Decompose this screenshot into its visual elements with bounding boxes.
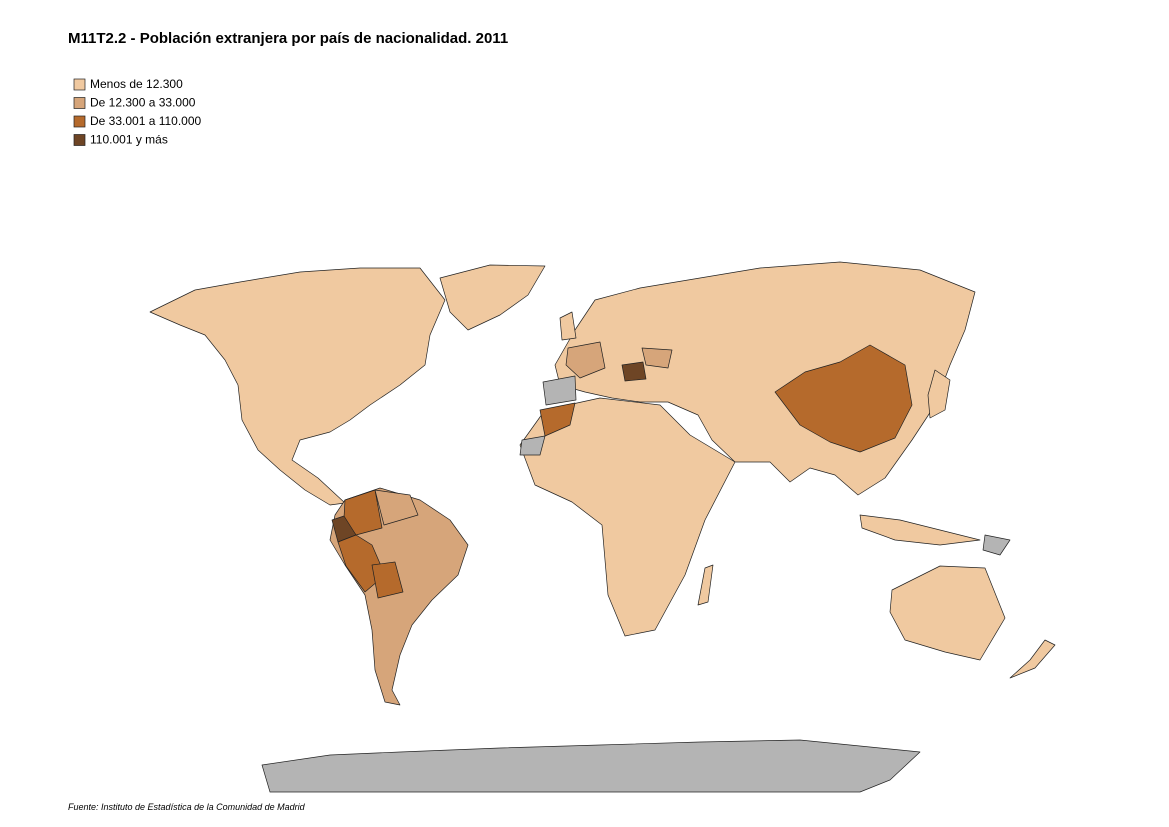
new-guinea bbox=[982, 534, 1011, 556]
legend-swatch bbox=[73, 78, 86, 91]
new-zealand bbox=[1009, 639, 1056, 679]
greenland bbox=[439, 264, 546, 331]
map-title: M11T2.2 - Población extranjera por país … bbox=[68, 30, 508, 47]
legend-label: De 12.300 a 33.000 bbox=[90, 96, 196, 110]
colombia bbox=[343, 489, 383, 536]
spain bbox=[542, 375, 577, 406]
morocco bbox=[539, 402, 576, 437]
legend: Menos de 12.300 De 12.300 a 33.000 De 33.0… bbox=[73, 77, 202, 147]
madagascar bbox=[697, 564, 714, 606]
antarctica bbox=[261, 739, 921, 793]
legend-label: 110.001 y más bbox=[90, 133, 168, 147]
legend-label: Menos de 12.300 bbox=[90, 77, 183, 91]
europe-west bbox=[565, 341, 606, 379]
world-map bbox=[149, 261, 1056, 793]
legend-swatch bbox=[73, 134, 86, 146]
venezuela bbox=[374, 489, 419, 526]
bolivia bbox=[371, 561, 404, 599]
legend-swatch bbox=[73, 97, 86, 109]
north-america bbox=[149, 267, 446, 506]
indonesia bbox=[859, 514, 981, 546]
china bbox=[774, 344, 913, 453]
legend-label: De 33.001 a 110.000 bbox=[90, 114, 202, 128]
uk bbox=[559, 311, 577, 341]
australia bbox=[889, 565, 1006, 661]
western-sahara bbox=[519, 435, 546, 456]
europe-east bbox=[641, 347, 673, 369]
africa bbox=[519, 397, 736, 637]
japan bbox=[927, 369, 951, 419]
romania bbox=[621, 361, 647, 382]
source-note: Fuente: Instituto de Estadística de la C… bbox=[68, 802, 306, 812]
legend-swatch bbox=[73, 115, 86, 128]
